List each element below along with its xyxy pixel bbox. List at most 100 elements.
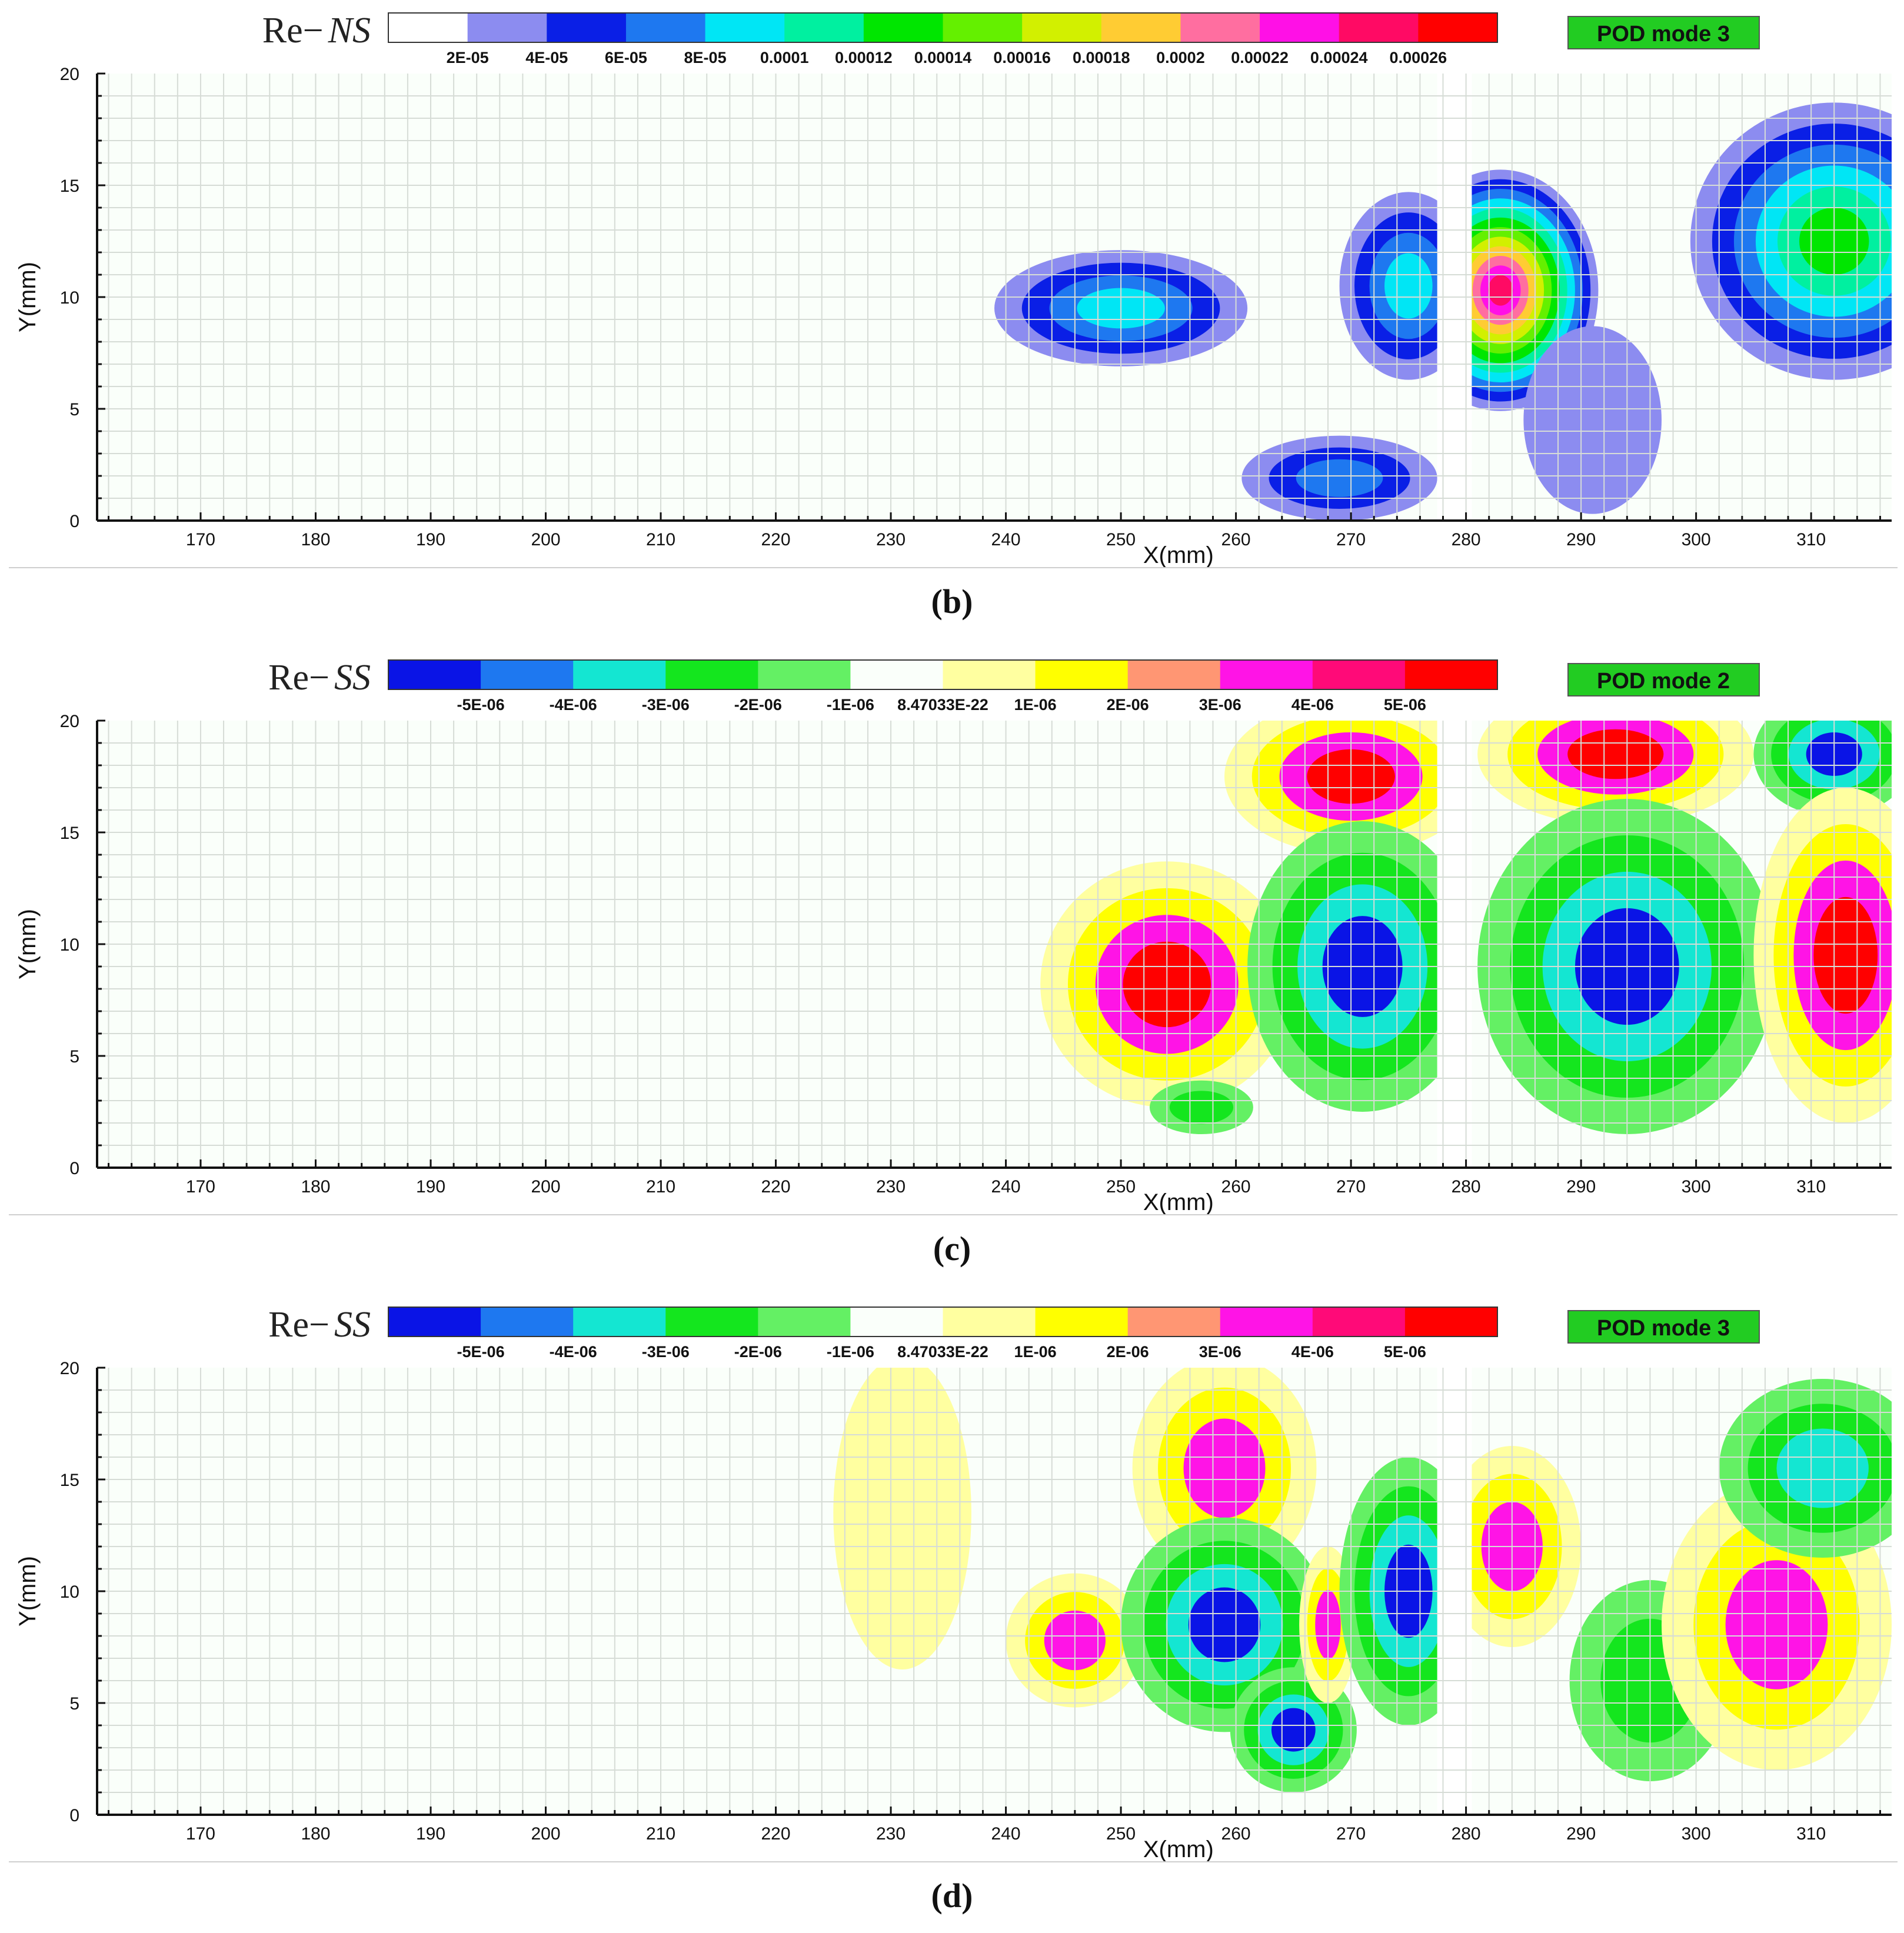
colorbar-label: 1E-06 <box>1014 1343 1057 1361</box>
y-tick-label: 15 <box>60 176 79 196</box>
colorbar-swatch <box>481 660 574 689</box>
colorbar-label: 0.00018 <box>1073 49 1130 66</box>
colorbar-swatch <box>758 1307 851 1337</box>
contour-region-2-level-4 <box>1384 253 1433 319</box>
x-tick-label: 250 <box>1106 530 1136 549</box>
mode-badge-text: POD mode 3 <box>1597 1316 1730 1341</box>
contour-region-1-level-3 <box>1169 1091 1234 1124</box>
x-tick-label: 180 <box>301 1177 330 1197</box>
colorbar-swatch <box>784 13 864 42</box>
axes <box>96 72 1892 522</box>
panel-title: Re− SS <box>268 1305 371 1345</box>
y-axis-label: Y(mm) <box>15 262 41 332</box>
colorbar-swatch <box>850 660 943 689</box>
colorbar-swatch <box>1260 13 1340 42</box>
x-tick-label: 290 <box>1566 530 1596 549</box>
y-tick-label: 15 <box>60 1471 79 1490</box>
colorbar-label: 3E-06 <box>1199 696 1241 714</box>
colorbar-label: 0.00026 <box>1390 49 1447 66</box>
colorbar-swatch <box>758 660 851 689</box>
x-axis-label: X(mm) <box>1143 1837 1214 1862</box>
x-tick-label: 290 <box>1566 1824 1596 1844</box>
x-tick-label: 170 <box>186 530 215 549</box>
panel-0: Re− NS 2E-05 4E-05 6E-05 8E-05 0.0001 0.00012 0.… <box>9 11 1898 621</box>
title-prefix: Re− <box>262 11 324 51</box>
y-tick-label: 10 <box>60 935 79 955</box>
x-tick-label: 170 <box>186 1824 215 1844</box>
colorbar-swatch <box>665 660 758 689</box>
panel-caption: (d) <box>931 1877 973 1915</box>
colorbar-swatch <box>1180 13 1260 42</box>
x-tick-label: 310 <box>1796 530 1826 549</box>
colorbar-swatch <box>943 1307 1036 1337</box>
contour-region-10-level-2 <box>1776 1428 1869 1508</box>
colorbar-label: 2E-06 <box>1107 1343 1149 1361</box>
x-tick-label: 270 <box>1336 1177 1366 1197</box>
colorbar-swatch <box>481 1307 574 1337</box>
contour-region-3-level-0 <box>1188 1587 1261 1662</box>
colorbar-label: 0.0002 <box>1156 49 1205 66</box>
colorbar-swatch <box>1101 13 1181 42</box>
mode-badge: POD mode 3 <box>1567 1310 1760 1344</box>
colorbar-swatch <box>1035 660 1129 689</box>
colorbar-label: 0.00024 <box>1310 49 1368 66</box>
colorbar-label: -2E-06 <box>734 696 782 714</box>
colorbar-swatch <box>1339 13 1419 42</box>
colorbar-label: -4E-06 <box>550 1343 597 1361</box>
colorbar-swatch <box>665 1307 758 1337</box>
x-tick-label: 230 <box>876 530 906 549</box>
grid <box>97 1368 1892 1815</box>
title-suffix: NS <box>328 11 371 51</box>
y-tick-label: 15 <box>60 824 79 843</box>
mode-badge-text: POD mode 2 <box>1597 669 1730 694</box>
colorbar-swatch <box>388 660 481 689</box>
contour-region-4-level-1 <box>1523 326 1662 514</box>
x-tick-label: 240 <box>991 530 1021 549</box>
mode-badge-box <box>1567 16 1760 49</box>
x-tick-label: 240 <box>991 1177 1021 1197</box>
y-tick-label: 5 <box>69 1694 79 1714</box>
colorbar-swatch <box>388 1307 481 1337</box>
y-tick-label: 20 <box>60 712 79 731</box>
colorbar-label: -4E-06 <box>550 696 597 714</box>
y-tick-label: 0 <box>69 1806 79 1825</box>
x-tick-label: 230 <box>876 1824 906 1844</box>
colorbar-label: 0.00016 <box>993 49 1051 66</box>
colorbar-swatch <box>1220 1307 1313 1337</box>
x-tick-label: 210 <box>646 1177 675 1197</box>
x-tick-label: 210 <box>646 530 675 549</box>
colorbar-frame <box>388 12 1498 43</box>
colorbar-label: 2E-06 <box>1107 696 1149 714</box>
colorbar-label: 4E-06 <box>1291 696 1334 714</box>
colorbar-swatch <box>467 13 547 42</box>
colorbar-swatch <box>943 660 1036 689</box>
x-tick-label: 300 <box>1682 530 1711 549</box>
x-tick-label: 190 <box>416 530 445 549</box>
colorbar-label: 3E-06 <box>1199 1343 1241 1361</box>
y-axis-label: Y(mm) <box>15 909 41 979</box>
x-tick-label: 200 <box>531 1177 560 1197</box>
y-tick-label: 20 <box>60 1359 79 1378</box>
x-tick-label: 280 <box>1452 530 1481 549</box>
colorbar-swatch <box>625 13 706 42</box>
contour-region-0-level-6 <box>833 1368 971 1669</box>
colorbar-label: 8.47033E-22 <box>897 696 988 714</box>
y-tick-label: 10 <box>60 1582 79 1602</box>
x-tick-label: 310 <box>1796 1824 1826 1844</box>
colorbar-label: -5E-06 <box>457 696 505 714</box>
x-tick-label: 180 <box>301 530 330 549</box>
colorbar-swatch <box>943 13 1023 42</box>
colorbar-label: -5E-06 <box>457 1343 505 1361</box>
x-tick-label: 300 <box>1682 1824 1711 1844</box>
x-tick-label: 230 <box>876 1177 906 1197</box>
colorbar-swatch <box>1022 13 1102 42</box>
colorbar-label: 1E-06 <box>1014 696 1057 714</box>
x-tick-label: 180 <box>301 1824 330 1844</box>
mode-badge: POD mode 3 <box>1567 16 1760 49</box>
y-tick-label: 20 <box>60 65 79 84</box>
x-tick-label: 200 <box>531 1824 560 1844</box>
contour-region-4-level-0 <box>1271 1708 1316 1752</box>
contour-region-3-level-12 <box>1488 275 1513 306</box>
